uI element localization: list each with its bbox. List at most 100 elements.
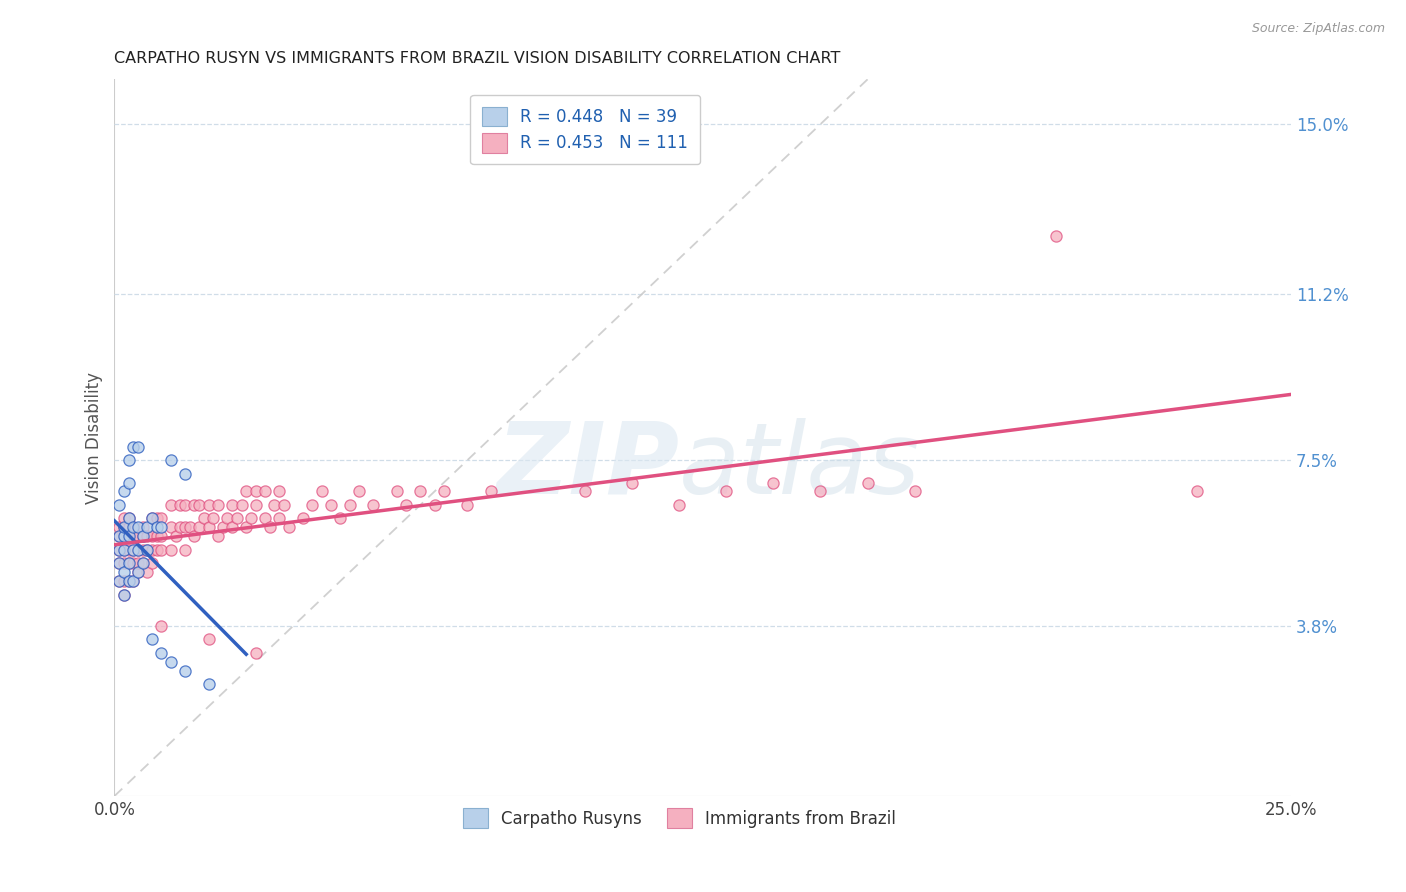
Point [112, 565, 135, 579]
Point [385, 484, 408, 499]
Point [127, 440, 149, 454]
Point [291, 511, 314, 525]
Point [127, 529, 149, 543]
Point [117, 453, 139, 467]
Point [668, 498, 690, 512]
Point [112, 542, 135, 557]
Point [363, 498, 385, 512]
Point [160, 655, 183, 669]
Point [221, 520, 243, 534]
Point [239, 511, 262, 525]
Point [146, 520, 169, 534]
Point [197, 677, 219, 691]
Text: Source: ZipAtlas.com: Source: ZipAtlas.com [1251, 22, 1385, 36]
Point [245, 498, 267, 512]
Point [165, 529, 187, 543]
Point [231, 498, 253, 512]
Point [131, 556, 153, 570]
Point [202, 511, 225, 525]
Point [136, 520, 159, 534]
Point [122, 529, 145, 543]
Point [127, 565, 149, 579]
Point [197, 520, 219, 534]
Point [112, 587, 135, 601]
Point [108, 574, 131, 588]
Point [117, 511, 139, 525]
Point [131, 556, 153, 570]
Point [108, 574, 131, 588]
Point [112, 556, 135, 570]
Point [112, 587, 135, 601]
Point [141, 511, 163, 525]
Point [150, 529, 173, 543]
Point [117, 556, 139, 570]
Point [160, 498, 183, 512]
Point [174, 498, 197, 512]
Point [183, 529, 205, 543]
Point [456, 498, 478, 512]
Point [108, 556, 131, 570]
Point [150, 646, 173, 660]
Point [131, 520, 153, 534]
Point [131, 529, 153, 543]
Point [319, 498, 342, 512]
Point [188, 498, 211, 512]
Point [141, 511, 163, 525]
Point [273, 498, 295, 512]
Point [174, 664, 197, 678]
Point [856, 475, 879, 490]
Point [1185, 484, 1208, 499]
Point [263, 498, 285, 512]
Point [217, 511, 239, 525]
Point [254, 484, 277, 499]
Point [141, 542, 163, 557]
Point [160, 542, 183, 557]
Point [245, 484, 267, 499]
Text: atlas: atlas [679, 417, 921, 515]
Point [347, 484, 370, 499]
Point [127, 542, 149, 557]
Point [395, 498, 418, 512]
Point [108, 529, 131, 543]
Point [112, 520, 135, 534]
Point [108, 498, 131, 512]
Point [188, 520, 211, 534]
Point [131, 529, 153, 543]
Point [433, 484, 456, 499]
Point [150, 619, 173, 633]
Legend: Carpatho Rusyns, Immigrants from Brazil: Carpatho Rusyns, Immigrants from Brazil [456, 802, 903, 834]
Point [112, 542, 135, 557]
Point [117, 529, 139, 543]
Text: CARPATHO RUSYN VS IMMIGRANTS FROM BRAZIL VISION DISABILITY CORRELATION CHART: CARPATHO RUSYN VS IMMIGRANTS FROM BRAZIL… [114, 51, 841, 66]
Point [174, 467, 197, 481]
Point [112, 511, 135, 525]
Point [108, 529, 131, 543]
Point [277, 520, 299, 534]
Point [211, 520, 233, 534]
Point [146, 511, 169, 525]
Point [160, 453, 183, 467]
Point [183, 498, 205, 512]
Point [112, 529, 135, 543]
Point [254, 511, 277, 525]
Point [117, 529, 139, 543]
Point [117, 520, 139, 534]
Point [122, 556, 145, 570]
Point [207, 498, 229, 512]
Point [108, 542, 131, 557]
Point [150, 520, 173, 534]
Point [193, 511, 215, 525]
Point [169, 498, 191, 512]
Point [122, 542, 145, 557]
Point [112, 574, 135, 588]
Point [146, 542, 169, 557]
Point [141, 632, 163, 647]
Point [122, 574, 145, 588]
Point [479, 484, 502, 499]
Point [197, 498, 219, 512]
Point [259, 520, 281, 534]
Point [127, 542, 149, 557]
Text: ZIP: ZIP [496, 417, 679, 515]
Point [174, 520, 197, 534]
Point [117, 542, 139, 557]
